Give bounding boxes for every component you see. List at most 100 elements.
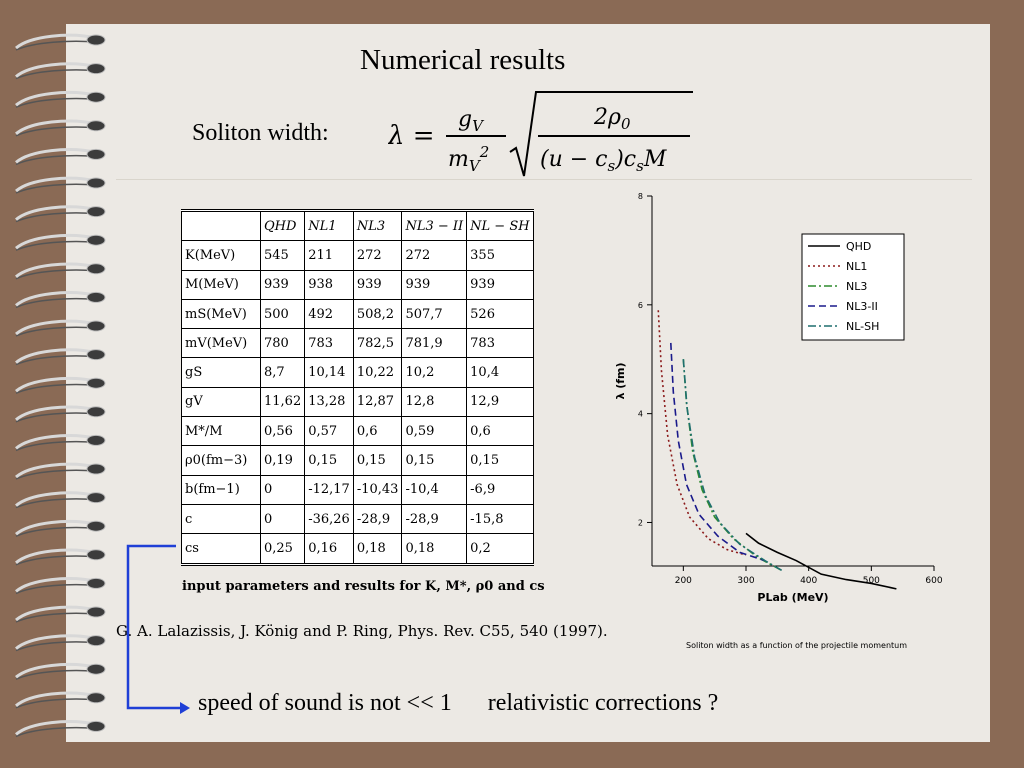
table-cell: 8,7 xyxy=(259,357,306,388)
binding-ring xyxy=(15,720,106,738)
table-cell: 526 xyxy=(466,298,534,330)
binding-ring xyxy=(15,376,106,394)
speed-of-sound-note: speed of sound is not << 1 xyxy=(198,690,452,716)
x-tick-label: 400 xyxy=(800,576,817,586)
row-label: cs xyxy=(181,533,261,565)
table-cell: -6,9 xyxy=(466,474,534,505)
binding-ring xyxy=(15,319,106,337)
table-header: NL3 − II xyxy=(401,209,468,242)
table-row: b(fm−1) 0 -12,17 -10,43 -10,4 -6,9 xyxy=(181,474,534,505)
table-cell: 0,6 xyxy=(352,416,403,447)
table-cell: 272 xyxy=(401,240,468,271)
table-cell: 10,2 xyxy=(401,357,468,388)
table-row: ρ0(fm−3) 0,19 0,15 0,15 0,15 0,15 xyxy=(181,445,534,476)
row-label: mS(MeV) xyxy=(181,298,261,330)
binding-ring xyxy=(15,148,106,166)
sqrt-symbol xyxy=(509,91,693,177)
table-header: NL − SH xyxy=(466,209,534,242)
table-cell: 507,7 xyxy=(401,298,468,330)
y-tick-label: 4 xyxy=(638,410,643,419)
y-tick-label: 2 xyxy=(638,518,643,527)
binding-ring xyxy=(15,519,106,537)
legend-label: NL1 xyxy=(846,260,867,273)
table-cell: 782,5 xyxy=(352,328,403,359)
formula-lhs: λ = xyxy=(388,121,435,151)
row-label: M*/M xyxy=(181,416,261,447)
table-cell: 938 xyxy=(304,269,354,300)
table-cell: 0,6 xyxy=(466,416,534,447)
table-row: K(MeV) 545 211 272 272 355 xyxy=(181,240,534,271)
y-tick-label: 8 xyxy=(638,192,643,201)
spiral-binding xyxy=(15,33,106,738)
table-cell: 12,8 xyxy=(401,386,468,418)
legend-label: NL3 xyxy=(846,280,867,293)
chart-caption: Soliton width as a function of the proje… xyxy=(686,641,908,650)
table-cell: 939 xyxy=(259,269,306,300)
soliton-width-formula: λ = gV mV2 2ρ0 (u − cs)csM xyxy=(388,91,693,177)
binding-ring xyxy=(15,577,106,595)
table-cell: 0,59 xyxy=(401,416,468,447)
legend-box xyxy=(801,233,905,341)
series-line-nl-sh xyxy=(682,359,785,573)
legend-label: QHD xyxy=(846,240,871,253)
table-row: mS(MeV) 500 492 508,2 507,7 526 xyxy=(181,298,534,330)
binding-ring xyxy=(15,462,106,480)
legend-label: NL3-II xyxy=(846,300,878,313)
table-cell: 0,16 xyxy=(304,533,354,565)
x-axis-label: PLab (MeV) xyxy=(757,591,828,604)
table-cell: 0,25 xyxy=(259,533,306,565)
table-cell: 0 xyxy=(259,474,306,505)
binding-ring xyxy=(15,662,106,680)
table-row: gV 11,62 13,28 12,87 12,8 12,9 xyxy=(181,386,534,418)
binding-ring xyxy=(15,605,106,623)
x-tick-label: 500 xyxy=(863,576,880,586)
binding-ring xyxy=(15,33,106,51)
row-label: K(MeV) xyxy=(181,240,261,271)
table-cell: 0,15 xyxy=(401,445,468,476)
table-cell: 545 xyxy=(259,240,306,271)
row-label: ρ0(fm−3) xyxy=(181,445,261,476)
y-tick-label: 6 xyxy=(638,301,643,310)
binding-ring xyxy=(15,205,106,223)
soliton-width-chart: 200 300 400 500 600 2 4 6 8 PLab (MeV) λ (fm) QHD NL… xyxy=(614,192,943,604)
table-cell: -10,4 xyxy=(401,474,468,505)
table-cell: 0,15 xyxy=(352,445,403,476)
table-cell: 12,87 xyxy=(352,386,403,418)
table-cell: 783 xyxy=(304,328,354,359)
binding-ring xyxy=(15,262,106,280)
row-label: b(fm−1) xyxy=(181,474,261,505)
table-cell: 939 xyxy=(352,269,403,300)
table-cell: 781,9 xyxy=(401,328,468,359)
table-cell: 13,28 xyxy=(304,386,354,418)
binding-ring xyxy=(15,233,106,251)
table-row: mV(MeV) 780 783 782,5 781,9 783 xyxy=(181,328,534,359)
table-cell: 0,56 xyxy=(259,416,306,447)
parameter-table: QHD NL1 NL3 NL3 − II NL − SH K(MeV) 545 21… xyxy=(181,209,534,566)
table-cell: 0 xyxy=(259,503,306,535)
row-label: mV(MeV) xyxy=(181,328,261,359)
sqrt-denominator: (u − cs)csM xyxy=(540,147,667,175)
table-cell: -12,17 xyxy=(304,474,354,505)
divider xyxy=(116,179,972,180)
table-row: gS 8,7 10,14 10,22 10,2 10,4 xyxy=(181,357,534,388)
table-cell: 939 xyxy=(401,269,468,300)
legend-label: NL-SH xyxy=(846,320,879,333)
bottom-note: speed of sound is not << 1 relativistic c… xyxy=(198,690,754,717)
binding-ring xyxy=(15,548,106,566)
table-cell: 11,62 xyxy=(259,386,306,418)
binding-ring xyxy=(15,90,106,108)
table-cell: 0,2 xyxy=(466,533,534,565)
table-row: M(MeV) 939 938 939 939 939 xyxy=(181,269,534,300)
binding-ring xyxy=(15,62,106,80)
table-cell: 0,15 xyxy=(466,445,534,476)
table-header: NL1 xyxy=(304,209,354,242)
x-tick-label: 300 xyxy=(737,576,754,586)
table-header: NL3 xyxy=(352,209,403,242)
binding-ring xyxy=(15,119,106,137)
table-cell: 211 xyxy=(304,240,354,271)
table-cell: -15,8 xyxy=(466,503,534,535)
table-cell: 12,9 xyxy=(466,386,534,418)
table-cell: 500 xyxy=(259,298,306,330)
table-cell: 0,57 xyxy=(304,416,354,447)
binding-ring xyxy=(15,405,106,423)
